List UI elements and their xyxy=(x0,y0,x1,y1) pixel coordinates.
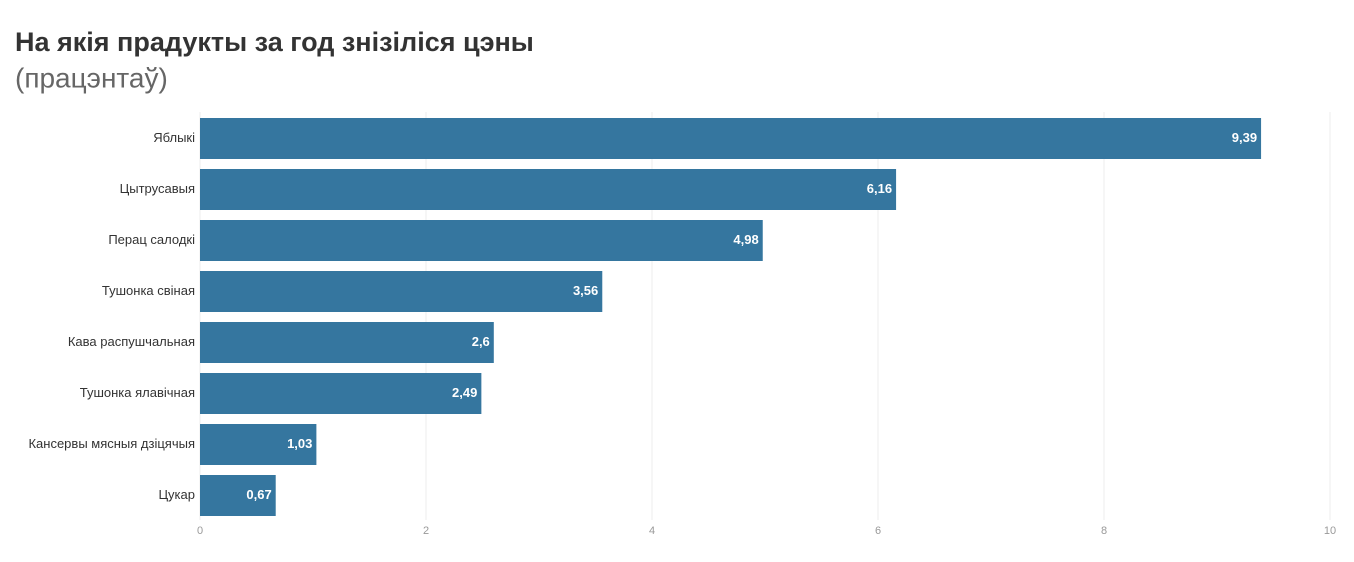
bar xyxy=(200,475,276,516)
bar xyxy=(200,118,1262,159)
y-tick-label: Кава распушчальная xyxy=(68,334,195,349)
x-tick-label: 2 xyxy=(423,525,429,537)
bar xyxy=(200,373,482,414)
y-tick-label: Яблыкі xyxy=(153,130,195,145)
bar xyxy=(200,322,494,363)
x-tick-label: 4 xyxy=(649,525,655,537)
bar xyxy=(200,169,897,210)
value-label: 2,49 xyxy=(452,385,477,400)
y-tick-label: Цытрусавыя xyxy=(120,181,195,196)
x-tick-label: 0 xyxy=(197,525,203,537)
value-label: 4,98 xyxy=(733,232,758,247)
y-tick-label: Перац салодкі xyxy=(108,232,195,247)
y-tick-label: Тушонка ялавічная xyxy=(80,385,195,400)
value-label: 6,16 xyxy=(867,181,892,196)
bar xyxy=(200,424,317,465)
bar xyxy=(200,271,603,312)
chart-subtitle: (працэнтаў) xyxy=(15,62,168,93)
x-tick-label: 8 xyxy=(1101,525,1107,537)
chart-title: На якія прадукты за год знізіліся цэны xyxy=(15,27,534,57)
bar xyxy=(200,220,763,261)
y-tick-label: Кансервы мясныя дзіцячыя xyxy=(28,436,195,451)
value-label: 3,56 xyxy=(573,283,598,298)
x-tick-label: 6 xyxy=(875,525,881,537)
y-tick-label: Цукар xyxy=(158,487,195,502)
value-label: 9,39 xyxy=(1232,130,1257,145)
x-tick-label: 10 xyxy=(1324,525,1336,537)
value-label: 0,67 xyxy=(246,487,271,502)
value-label: 1,03 xyxy=(287,436,312,451)
value-label: 2,6 xyxy=(472,334,490,349)
y-tick-label: Тушонка свіная xyxy=(102,283,195,298)
